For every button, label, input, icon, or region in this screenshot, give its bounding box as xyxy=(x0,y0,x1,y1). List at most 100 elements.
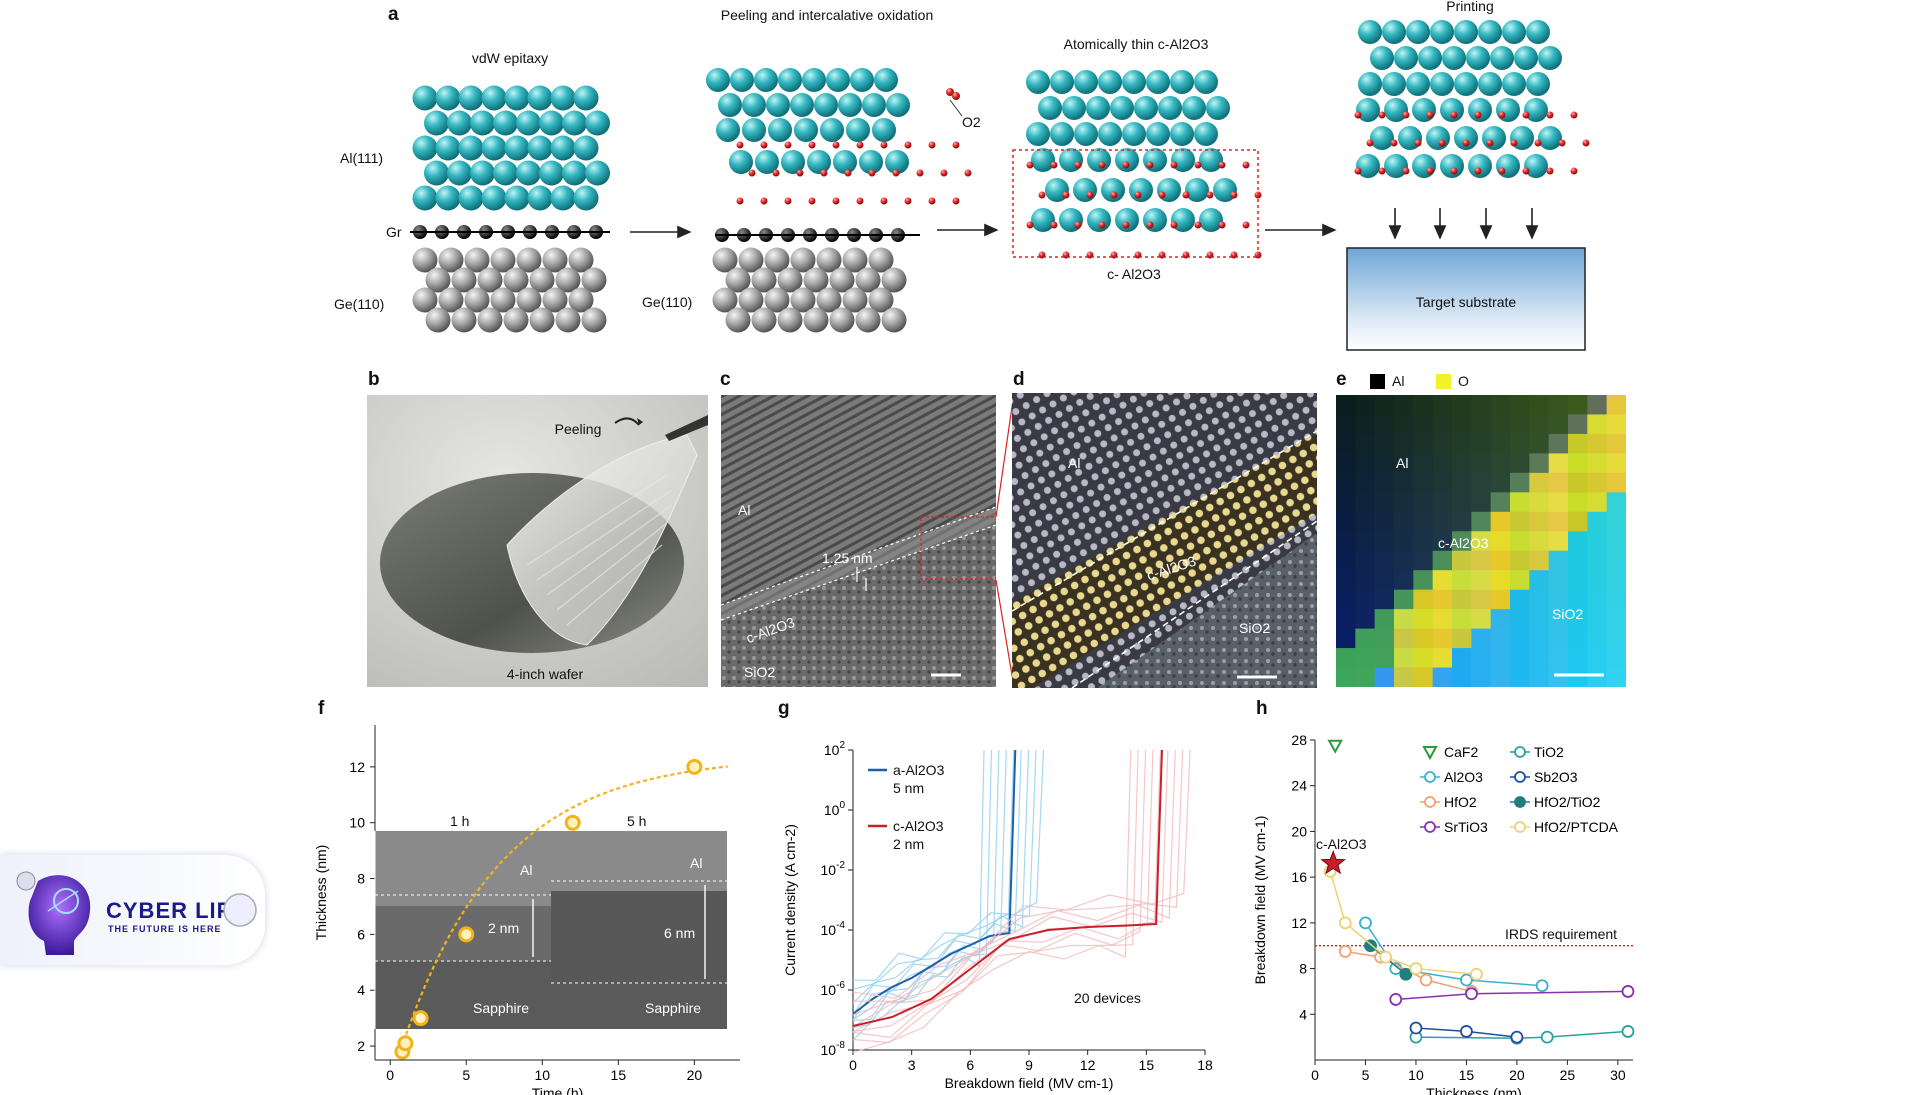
eds-pixel xyxy=(1548,667,1569,687)
al-atom xyxy=(1526,72,1550,96)
h-data-point xyxy=(1540,1030,1554,1044)
oxygen-atom xyxy=(1546,167,1554,175)
oxygen-atom xyxy=(1522,167,1530,175)
eds-pixel xyxy=(1336,550,1356,571)
al-atom xyxy=(742,93,766,117)
h-data-point xyxy=(1389,993,1403,1006)
legend-al-swatch xyxy=(1370,374,1385,389)
al-atom xyxy=(1370,126,1394,150)
h-data-point xyxy=(1338,945,1352,958)
eds-pixel xyxy=(1413,433,1434,454)
ge-atom xyxy=(790,287,816,313)
al-atom xyxy=(1384,98,1408,122)
step4-title: Printing xyxy=(1446,0,1494,14)
ge-atom xyxy=(803,307,829,333)
eds-pixel xyxy=(1510,531,1530,552)
eds-pixel xyxy=(1432,414,1453,435)
ge-atom xyxy=(464,287,490,313)
eds-pixel xyxy=(1568,511,1588,532)
eds-pixel xyxy=(1529,492,1550,513)
cyber-life-logo: CYBER LIFE THE FUTURE IS HERE xyxy=(0,855,265,965)
f-y-tick-label: 10 xyxy=(349,815,365,831)
oxygen-atom xyxy=(1474,111,1482,119)
ge-atom xyxy=(712,247,738,273)
oxygen-atom xyxy=(1134,191,1142,199)
eds-pixel xyxy=(1452,589,1472,610)
oxygen-atom xyxy=(1122,161,1130,169)
ge-atom xyxy=(555,307,581,333)
step2-title: Peeling and intercalative oxidation xyxy=(720,7,934,23)
al-atom xyxy=(1110,96,1134,120)
eds-pixel xyxy=(1413,492,1434,513)
eds-pixel xyxy=(1568,433,1588,454)
oxygen-atom xyxy=(1206,191,1214,199)
al-atom xyxy=(1087,208,1111,232)
al-atom xyxy=(706,68,730,92)
c-thickness-label: 1.25 nm xyxy=(822,550,873,566)
oxygen-atom xyxy=(892,169,900,177)
al-atom xyxy=(435,135,461,161)
eds-pixel xyxy=(1587,531,1608,552)
oxygen-atom xyxy=(1230,191,1238,199)
eds-pixel xyxy=(1606,667,1626,687)
eds-pixel xyxy=(1355,492,1376,513)
al-atom xyxy=(1199,208,1223,232)
eds-pixel xyxy=(1432,511,1453,532)
al-atom xyxy=(729,150,753,174)
target-substrate-label: Target substrate xyxy=(1415,294,1517,310)
eds-pixel xyxy=(1336,472,1356,493)
ge-atom xyxy=(568,247,594,273)
f-y-tick-label: 2 xyxy=(357,1038,365,1054)
ge-atom xyxy=(490,247,516,273)
eds-pixel xyxy=(1490,414,1511,435)
oxygen-atom xyxy=(1074,221,1082,229)
eds-pixel xyxy=(1452,667,1472,687)
eds-pixel xyxy=(1452,531,1472,552)
al-atom xyxy=(1524,98,1548,122)
eds-pixel xyxy=(1606,628,1626,649)
g-device-trace xyxy=(852,749,1176,1016)
eds-pixel xyxy=(1510,550,1530,571)
eds-pixel xyxy=(1510,492,1530,513)
al-atom xyxy=(742,118,766,142)
al-atom xyxy=(1098,122,1122,146)
al-atom xyxy=(424,110,449,136)
ge-atom xyxy=(581,307,607,333)
al-atom xyxy=(1143,208,1167,232)
ge-atom xyxy=(581,267,607,293)
eds-pixel xyxy=(1374,609,1395,630)
oxygen-atom xyxy=(1242,161,1250,169)
g-device-trace xyxy=(852,749,1037,990)
f-inset-thickness-2: 6 nm xyxy=(664,925,696,941)
eds-pixel xyxy=(1374,648,1395,669)
eds-pixel xyxy=(1374,511,1395,532)
g-y-tick-label: 10-4 xyxy=(821,920,846,938)
oxygen-atom xyxy=(1074,161,1082,169)
al-atom xyxy=(718,93,742,117)
eds-pixel xyxy=(1432,395,1453,415)
ge-atom xyxy=(555,267,581,293)
eds-pixel xyxy=(1336,414,1356,435)
eds-pixel xyxy=(1355,550,1376,571)
f-y-axis-label: Thickness (nm) xyxy=(313,845,329,941)
h-y-tick-label: 20 xyxy=(1291,823,1307,839)
al-atom xyxy=(412,185,438,211)
g-x-tick-label: 18 xyxy=(1197,1057,1213,1073)
oxygen-atom xyxy=(808,197,816,205)
al-atom xyxy=(539,110,564,136)
eds-pixel xyxy=(1413,453,1434,474)
h-data-point xyxy=(1327,739,1343,754)
oxygen-atom xyxy=(1426,167,1434,175)
oxygen-atom xyxy=(1194,161,1202,169)
al-atom xyxy=(1026,122,1050,146)
ge-atom xyxy=(529,307,555,333)
g-x-tick-label: 6 xyxy=(966,1057,974,1073)
h-cal2o3-annotation: c-Al2O3 xyxy=(1316,836,1367,852)
eds-pixel xyxy=(1374,550,1395,571)
eds-pixel xyxy=(1413,628,1434,649)
e-legend-al: Al xyxy=(1392,373,1405,389)
oxygen-atom xyxy=(928,141,936,149)
oxygen-atom xyxy=(964,169,972,177)
ge-atom xyxy=(542,287,568,313)
al-atom xyxy=(1426,126,1450,150)
